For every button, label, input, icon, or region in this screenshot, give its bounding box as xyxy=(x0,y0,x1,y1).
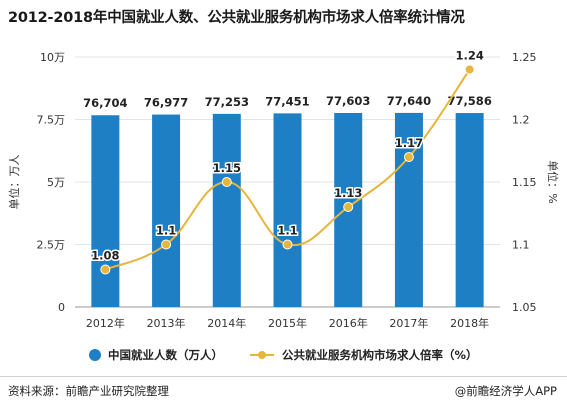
category-label: 2017年 xyxy=(389,316,428,330)
line-value-label: 1.15 xyxy=(213,161,241,175)
line-value-label: 1.13 xyxy=(334,186,362,200)
bar xyxy=(212,113,241,308)
right-tick-label: 1.2 xyxy=(512,114,530,127)
line-point xyxy=(161,239,172,250)
line-value-label: 1.1 xyxy=(277,224,297,238)
bar-series: 76,704 76,977 77,253 77,451 77,603 77,640 77,5… xyxy=(83,94,492,308)
bar-value-label: 77,640 xyxy=(387,94,431,108)
chart-title: 2012-2018年中国就业人数、公共就业服务机构市场求人倍率统计情况 xyxy=(8,10,465,26)
line-value-label: 1.1 xyxy=(156,224,176,238)
brand-credit: @前瞻经济学人APP xyxy=(454,384,557,398)
axes: 0 2.5万 5万 7.5万 10万 1.05 1.1 1.15 1.2 1.25 单位：万人 单位：… xyxy=(7,51,560,330)
category-label: 2015年 xyxy=(268,316,307,330)
legend-line-dot xyxy=(258,351,266,359)
line-point xyxy=(403,152,414,162)
bar-value-label: 77,253 xyxy=(205,95,249,109)
line-value-label: 1.08 xyxy=(91,249,119,263)
right-tick-label: 1.1 xyxy=(512,239,530,252)
category-label: 2018年 xyxy=(450,316,489,330)
bar xyxy=(152,114,181,308)
right-tick-label: 1.15 xyxy=(512,176,537,189)
bar-value-label: 77,586 xyxy=(447,94,491,108)
bar-value-label: 77,451 xyxy=(265,94,309,108)
bar xyxy=(91,115,120,308)
left-axis-title: 单位：万人 xyxy=(7,155,21,210)
line-point xyxy=(221,177,232,187)
category-label: 2014年 xyxy=(207,316,246,330)
line-value-label: 1.24 xyxy=(455,49,483,63)
bar-value-label: 77,603 xyxy=(326,94,370,108)
category-label: 2012年 xyxy=(86,316,125,330)
legend: 中国就业人数（万人） 公共就业服务机构市场求人倍率（%） xyxy=(89,348,478,362)
left-tick-label: 10万 xyxy=(40,51,65,64)
legend-line-label: 公共就业服务机构市场求人倍率（%） xyxy=(282,348,478,362)
line-series: 1.08 1.1 1.15 1.1 1.13 1.17 1.24 xyxy=(90,47,485,275)
legend-bar-label: 中国就业人数（万人） xyxy=(108,348,223,362)
line-point xyxy=(343,202,354,212)
bar xyxy=(273,113,302,307)
left-tick-label: 7.5万 xyxy=(37,114,66,127)
line-point xyxy=(282,239,293,250)
category-label: 2013年 xyxy=(147,316,186,330)
line-point xyxy=(100,264,111,275)
line-point xyxy=(464,64,475,75)
chart: 76,704 76,977 77,253 77,451 77,603 77,640 77,5… xyxy=(7,47,560,362)
bar xyxy=(455,113,484,307)
right-axis-title: 单位：% xyxy=(546,160,560,203)
category-label: 2016年 xyxy=(329,316,368,330)
right-tick-label: 1.05 xyxy=(512,301,537,314)
footer-divider xyxy=(0,376,567,377)
left-tick-label: 2.5万 xyxy=(37,239,66,252)
bar-value-label: 76,977 xyxy=(144,96,188,110)
legend-bar-marker xyxy=(89,349,101,361)
left-tick-label: 0 xyxy=(58,301,65,314)
source-note: 资料来源：前瞻产业研究院整理 xyxy=(8,384,169,398)
right-tick-label: 1.25 xyxy=(512,51,537,64)
bar-value-label: 76,704 xyxy=(83,96,127,110)
left-tick-label: 5万 xyxy=(47,176,65,189)
line-value-label: 1.17 xyxy=(395,136,423,150)
